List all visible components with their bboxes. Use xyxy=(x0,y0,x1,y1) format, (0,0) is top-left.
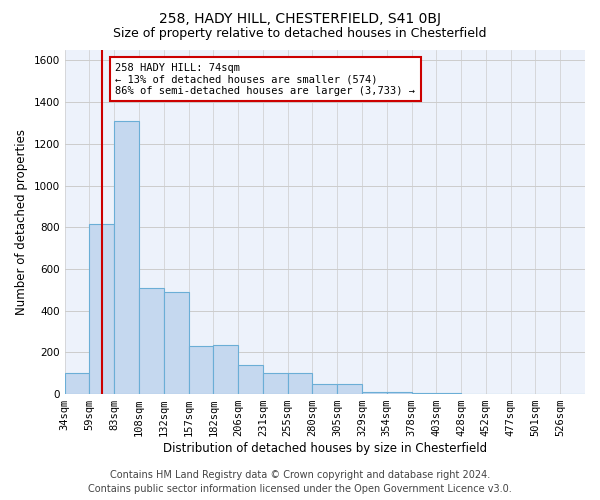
Bar xyxy=(65,373,89,394)
Text: 258 HADY HILL: 74sqm
← 13% of detached houses are smaller (574)
86% of semi-deta: 258 HADY HILL: 74sqm ← 13% of detached h… xyxy=(115,62,415,96)
Bar xyxy=(114,121,139,394)
Text: 258, HADY HILL, CHESTERFIELD, S41 0BJ: 258, HADY HILL, CHESTERFIELD, S41 0BJ xyxy=(159,12,441,26)
Text: Contains HM Land Registry data © Crown copyright and database right 2024.
Contai: Contains HM Land Registry data © Crown c… xyxy=(88,470,512,494)
Bar xyxy=(313,384,337,394)
Y-axis label: Number of detached properties: Number of detached properties xyxy=(15,129,28,315)
Bar xyxy=(188,346,214,394)
Bar xyxy=(362,392,387,394)
Bar xyxy=(412,393,436,394)
Bar xyxy=(337,384,362,394)
X-axis label: Distribution of detached houses by size in Chesterfield: Distribution of detached houses by size … xyxy=(163,442,487,455)
Bar xyxy=(139,288,164,394)
Bar xyxy=(214,345,238,394)
Bar xyxy=(287,373,313,394)
Bar xyxy=(89,224,114,394)
Text: Size of property relative to detached houses in Chesterfield: Size of property relative to detached ho… xyxy=(113,28,487,40)
Bar xyxy=(164,292,188,394)
Bar xyxy=(238,365,263,394)
Bar xyxy=(436,393,461,394)
Bar xyxy=(387,392,412,394)
Bar xyxy=(263,373,287,394)
